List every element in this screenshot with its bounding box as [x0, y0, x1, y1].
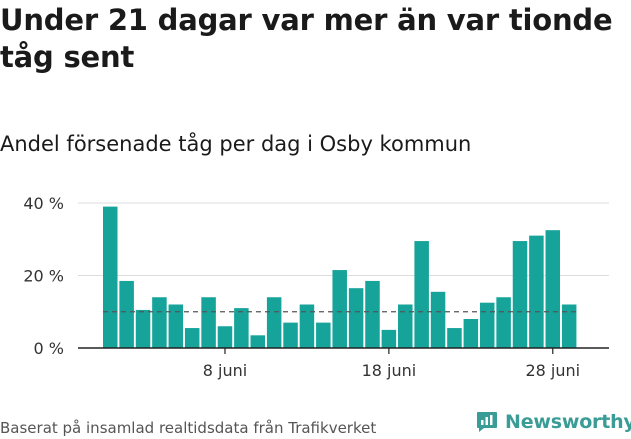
chart-title: Under 21 dagar var mer än var tionde tåg… [0, 3, 613, 74]
bar [529, 235, 544, 348]
bar [381, 329, 397, 348]
bar [201, 297, 216, 348]
bar [398, 304, 413, 348]
bar [496, 297, 511, 348]
y-tick-label: 0 % [34, 339, 64, 358]
bar [512, 241, 528, 348]
bar [561, 304, 577, 348]
bar [250, 335, 266, 348]
bar [234, 308, 249, 348]
bar [103, 206, 118, 348]
bar [479, 302, 495, 348]
source-note: Baserat på insamlad realtidsdata från Tr… [0, 419, 377, 437]
bar-chart: 0 % 20 % 40 % 8 juni 18 juni 28 juni [23, 194, 609, 380]
bar [135, 309, 151, 348]
bar [217, 326, 233, 348]
x-tick-label: 8 juni [203, 361, 247, 380]
brand-logo: Newsworthy [475, 407, 631, 437]
bar [283, 322, 298, 348]
bar [545, 230, 561, 348]
y-tick-label: 40 % [23, 194, 64, 213]
bar [299, 304, 315, 348]
bar [463, 319, 479, 348]
bar [414, 241, 429, 348]
newsworthy-logo-icon [477, 412, 497, 432]
bar [168, 304, 184, 348]
bar [348, 288, 364, 348]
bar [365, 280, 380, 348]
brand-name: Newsworthy [505, 411, 631, 433]
bar [447, 328, 462, 348]
bar [152, 297, 167, 348]
x-tick-label: 18 juni [362, 361, 417, 380]
x-tick-label: 28 juni [525, 361, 580, 380]
bar [184, 328, 200, 348]
bar [316, 322, 331, 348]
chart-subtitle: Andel försenade tåg per dag i Osby kommu… [0, 132, 472, 156]
y-tick-label: 20 % [23, 267, 64, 286]
bar [332, 270, 347, 348]
bar [430, 291, 446, 348]
bar [266, 297, 282, 348]
bar [119, 280, 134, 348]
